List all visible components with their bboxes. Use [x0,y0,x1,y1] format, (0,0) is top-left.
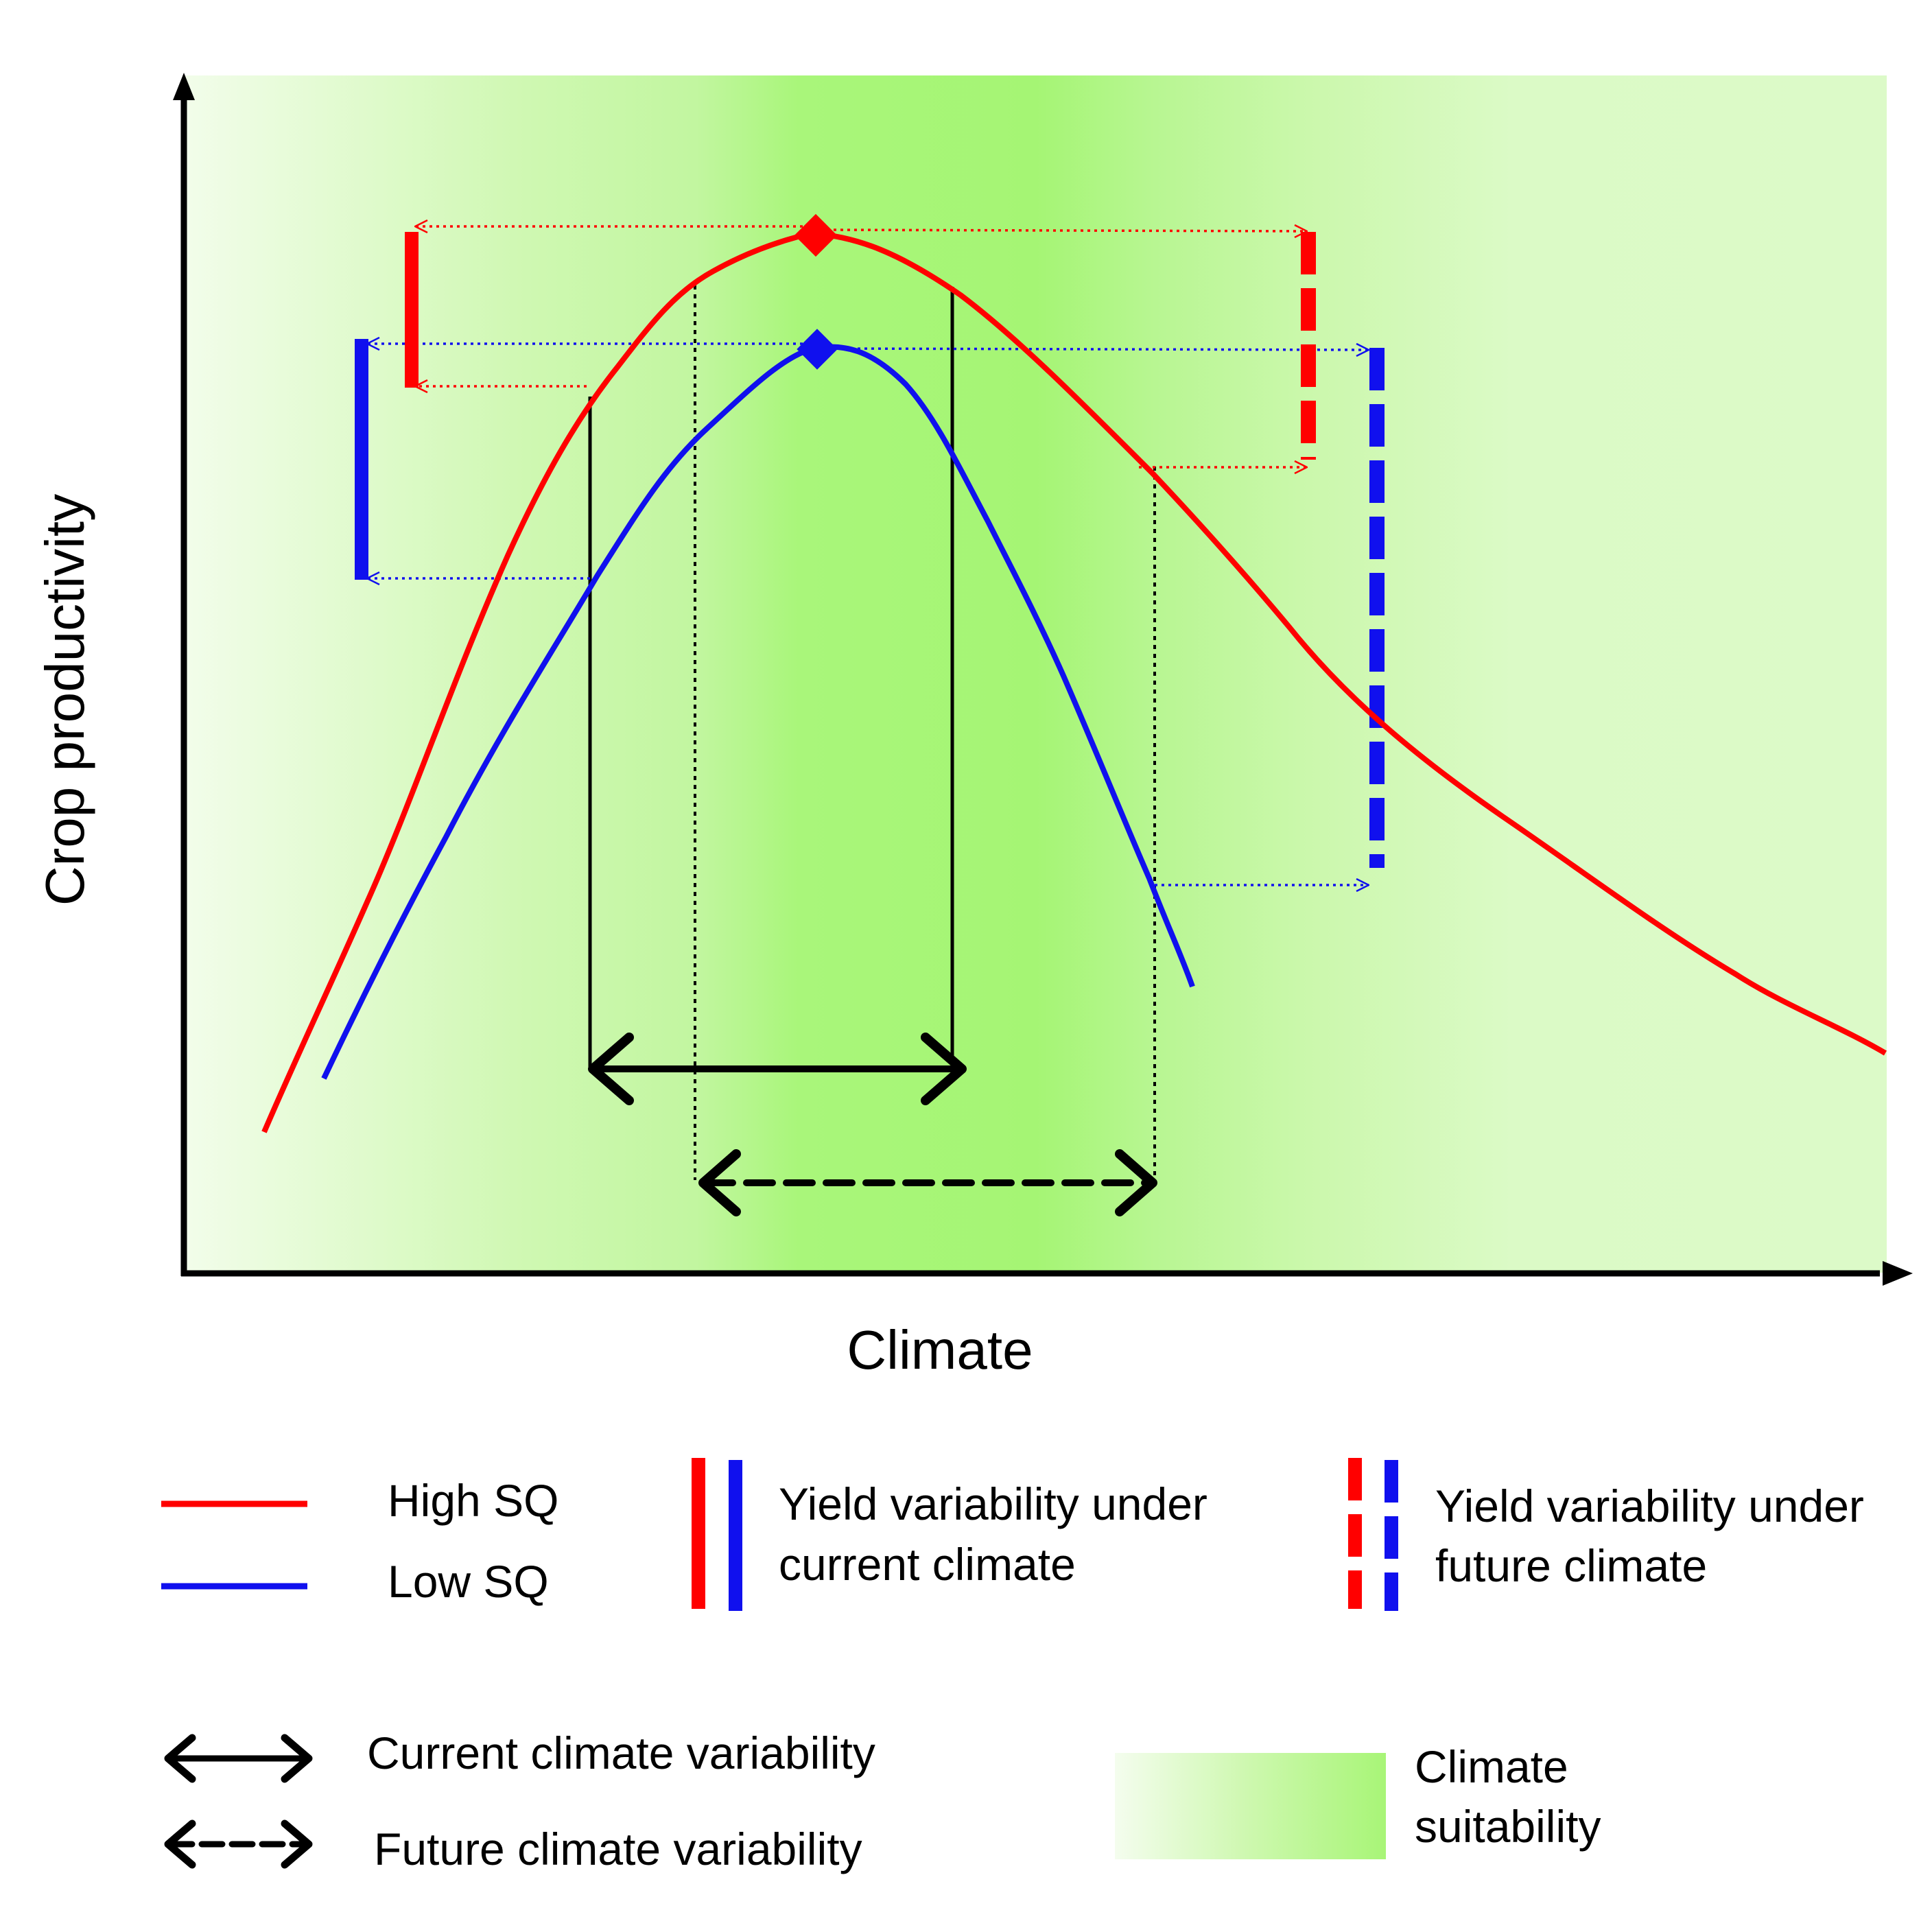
current-climate-variability-arrow [588,1033,967,1105]
low-sq-peak-marker [797,329,838,370]
high-sq-curve [261,231,1887,1133]
legend-current-yield-line1: Yield variability under [779,1479,1208,1529]
y-axis-label: Crop productivity [34,494,95,906]
legend-low-sq-label: Low SQ [388,1556,549,1607]
climate-suitability-background [185,75,1887,1273]
legend-future-variability-label: Future climate variability [374,1824,862,1874]
variability-guides [588,285,1156,1180]
legend-current-yield-line2: current climate [779,1539,1076,1590]
legend-current-variability-arrow [164,1734,313,1783]
legend-suitability-line1: Climate [1415,1741,1568,1792]
legend-suitability-swatch [1115,1753,1386,1859]
legend-future-variability-arrow [164,1819,313,1869]
low-sq-projections [367,344,1369,885]
legend-high-sq-label: High SQ [388,1475,558,1526]
x-axis-arrowhead [1883,1261,1913,1286]
legend-current-variability-label: Current climate variability [367,1728,875,1778]
high-sq-projections [415,226,1307,467]
legend-future-yield-line2: future climate [1435,1540,1707,1591]
axes [180,96,1880,1277]
low-sq-peak-right-arrow [829,349,1369,350]
legend-future-yield-line1: Yield variability under [1435,1481,1864,1531]
high-sq-peak-right-arrow [826,230,1307,231]
legend-suitability-line2: suitability [1415,1801,1601,1852]
y-axis-arrowhead [173,73,195,100]
future-climate-variability-arrow [698,1149,1157,1216]
x-axis-label: Climate [847,1319,1033,1380]
